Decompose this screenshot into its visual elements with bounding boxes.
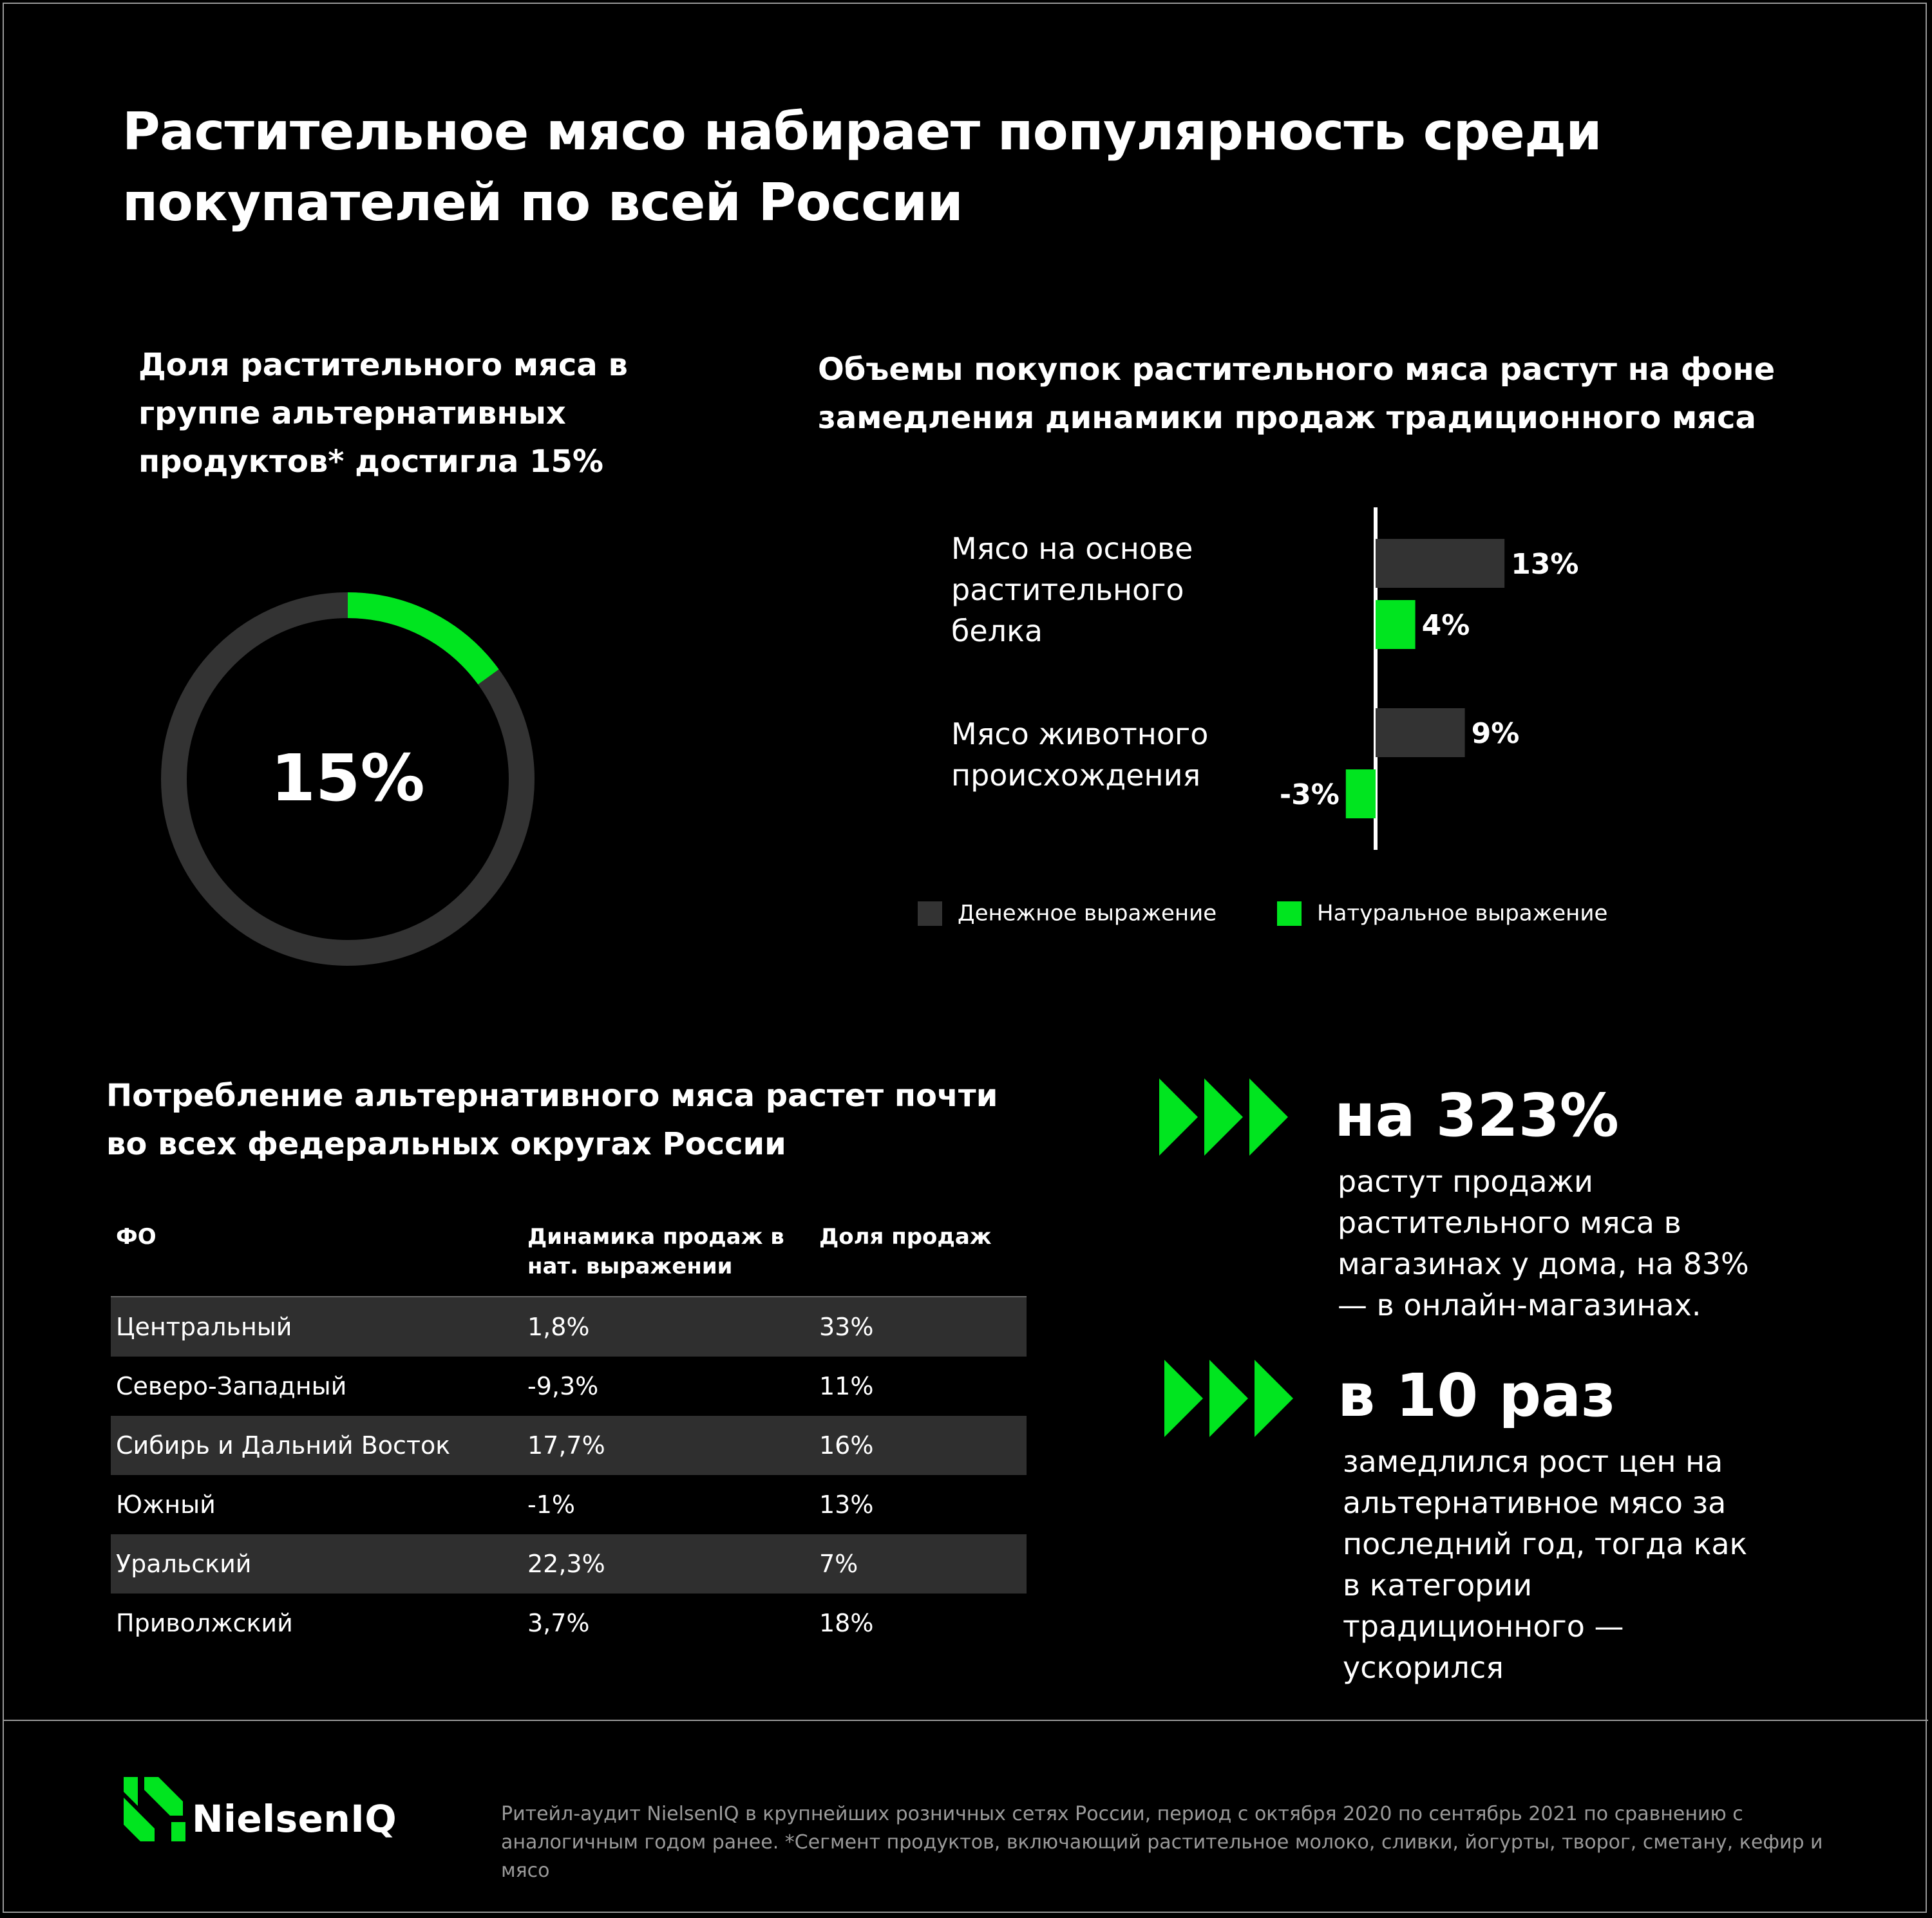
footer-divider (4, 1720, 1928, 1721)
nielseniq-logo-icon (124, 1777, 185, 1844)
bar-label-volume-1: -3% (1280, 778, 1340, 811)
legend-item-volume: Натуральное выражение (1277, 898, 1607, 926)
table-row: Центральный 1,8% 33% (111, 1297, 1027, 1357)
stat-desc-2: замедлился рост цен на альтернативное мя… (1343, 1444, 1748, 1685)
stat-chevrons-2 (1164, 1360, 1300, 1440)
stat-chevrons-1 (1159, 1078, 1294, 1158)
table-row: Сибирь и Дальний Восток 17,7% 16% (111, 1416, 1027, 1475)
legend-label-volume: Натуральное выражение (1317, 900, 1608, 926)
table-row: Уральский 22,3% 7% (111, 1534, 1027, 1594)
cell-district: Центральный (116, 1313, 292, 1341)
triple-chevron-icon (1164, 1360, 1293, 1437)
table-row: Северо-Западный -9,3% 11% (111, 1357, 1027, 1416)
cell-dynamics: -9,3% (527, 1372, 599, 1400)
bar-label-money-0: 13% (1511, 548, 1578, 581)
cell-share: 18% (819, 1609, 874, 1637)
header-share: Доля продаж (819, 1224, 992, 1250)
cell-district: Южный (116, 1490, 216, 1519)
bar-money-1 (1376, 708, 1465, 757)
bar-chart-title: Объемы покупок растительного мяса растут… (818, 352, 1776, 436)
donut-chart: 15% (158, 589, 538, 969)
cell-district: Приволжский (116, 1609, 293, 1637)
bar-chart: 13% 4% 9% -3% (1280, 507, 1579, 850)
legend-swatch-money (918, 901, 942, 926)
districts-table: ФО Динамика продаж в нат. выражении Доля… (111, 1210, 1027, 1653)
legend-swatch-volume (1277, 901, 1302, 926)
header-district: ФО (116, 1224, 156, 1250)
cell-share: 16% (819, 1431, 874, 1460)
footnote: Ритейл-аудит NielsenIQ в крупнейших розн… (501, 1803, 1823, 1882)
cell-district: Уральский (116, 1550, 252, 1578)
cell-dynamics: 1,8% (527, 1313, 590, 1341)
bar-volume-1 (1345, 769, 1376, 818)
bar-volume-0 (1376, 600, 1416, 649)
page-title: Растительное мясо набирает популярность … (122, 102, 1602, 232)
cell-district: Сибирь и Дальний Восток (116, 1431, 451, 1460)
category-label-animal: Мясо животного происхождения (951, 717, 1209, 793)
header-dynamics: Динамика продаж в нат. выражении (527, 1224, 784, 1279)
donut-value-label: 15% (270, 740, 424, 816)
cell-dynamics: 3,7% (527, 1609, 590, 1637)
cell-share: 13% (819, 1490, 874, 1519)
infographic-frame (3, 3, 1927, 1913)
legend-item-money: Денежное выражение (918, 898, 1217, 926)
legend-label-money: Денежное выражение (958, 900, 1217, 926)
table-title: Потребление альтернативного мяса растет … (106, 1078, 998, 1162)
table-row: Приволжский 3,7% 18% (111, 1594, 1027, 1653)
stat-desc-1: растут продажи растительного мяса в мага… (1338, 1164, 1749, 1322)
category-label-plant: Мясо на основе растительного белка (951, 531, 1193, 648)
donut-title: Доля растительного мяса в группе альтерн… (138, 347, 628, 480)
cell-district: Северо-Западный (116, 1372, 347, 1400)
cell-dynamics: -1% (527, 1490, 575, 1519)
triple-chevron-icon (1159, 1078, 1288, 1156)
table-body: Центральный 1,8% 33% Северо-Западный -9,3% 11… (111, 1297, 1027, 1653)
bar-label-money-1: 9% (1472, 717, 1520, 750)
cell-dynamics: 22,3% (527, 1550, 605, 1578)
table-row: Южный -1% 13% (111, 1475, 1027, 1534)
stat-value-2: в 10 раз (1338, 1361, 1616, 1430)
cell-dynamics: 17,7% (527, 1431, 605, 1460)
table-header: ФО Динамика продаж в нат. выражении Доля… (111, 1210, 1027, 1297)
cell-share: 33% (819, 1313, 874, 1341)
donut-slice-plant-meat (347, 592, 499, 685)
cell-share: 7% (819, 1550, 858, 1578)
cell-share: 11% (819, 1372, 874, 1400)
stat-value-1: на 323% (1334, 1081, 1619, 1150)
nielseniq-logo-text: NielsenIQ (192, 1797, 397, 1841)
bar-label-volume-0: 4% (1422, 609, 1470, 642)
bar-money-0 (1376, 539, 1505, 588)
